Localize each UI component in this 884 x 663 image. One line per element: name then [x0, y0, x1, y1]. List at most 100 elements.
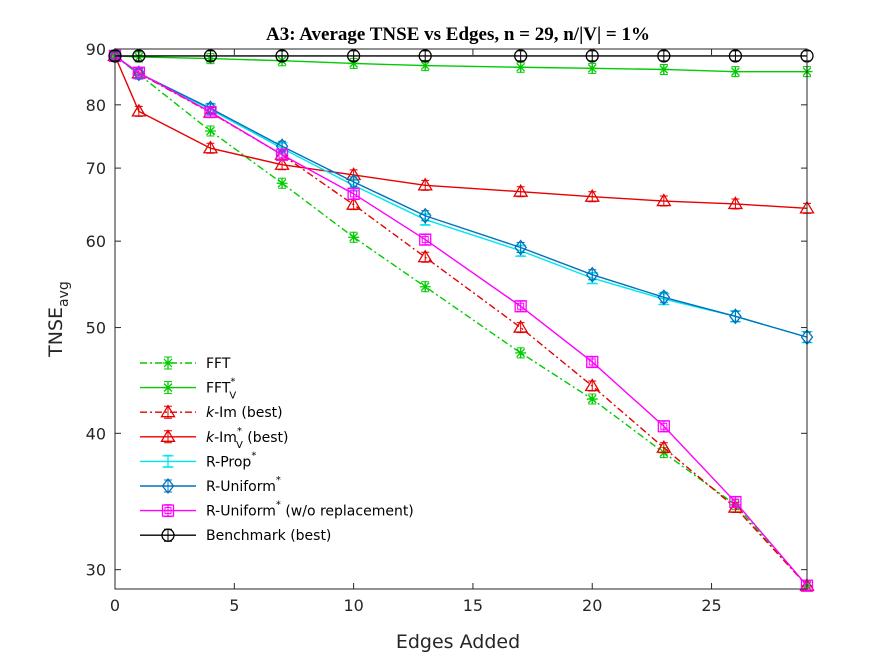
error-bar — [731, 310, 740, 322]
legend-label: FFT* V — [206, 377, 236, 402]
legend-marker — [162, 382, 174, 394]
legend-label: k-Im (best) — [206, 405, 283, 421]
legend: FFT FFT* V k-Im (best) k-Im* V (best)R-Prop* R… — [140, 356, 414, 544]
data-point — [513, 319, 529, 333]
data-point — [657, 289, 671, 306]
data-point — [418, 49, 432, 63]
data-point — [202, 140, 219, 154]
data-point-inner — [421, 236, 429, 244]
y-tick-label: 90 — [86, 40, 106, 59]
data-point — [204, 125, 216, 137]
data-point — [727, 196, 744, 210]
legend-entry-2: FFT* V — [140, 377, 236, 402]
plot-frame — [114, 48, 808, 590]
data-point — [586, 62, 598, 74]
data-point-inner — [660, 422, 668, 430]
data-point-inner — [517, 302, 525, 310]
data-point — [658, 63, 670, 75]
data-point — [514, 300, 527, 313]
x-tick-label: 10 — [343, 596, 363, 615]
y-axis-label-main: TNSE — [45, 307, 67, 358]
data-point — [417, 177, 433, 191]
data-point-inner — [135, 69, 143, 77]
legend-marker — [162, 357, 174, 369]
data-point — [657, 420, 670, 433]
legend-label: k-Im* V (best) — [206, 426, 288, 451]
y-tick-label: 30 — [86, 561, 106, 580]
data-point — [585, 266, 599, 283]
data-point — [131, 103, 147, 117]
data-point — [132, 49, 146, 63]
chart-title: A3: Average TNSE vs Edges, n = 29, n/|V|… — [266, 24, 650, 45]
data-point-inner — [206, 108, 214, 116]
x-tick-label: 25 — [701, 596, 721, 615]
data-point — [419, 281, 431, 293]
data-point — [656, 193, 672, 207]
data-point — [515, 347, 527, 359]
legend-marker — [162, 455, 174, 468]
x-tick-label: 5 — [229, 596, 239, 615]
data-point — [656, 439, 672, 453]
data-point — [729, 308, 742, 325]
data-point — [729, 66, 741, 78]
y-tick-label: 40 — [86, 424, 106, 443]
data-point — [418, 207, 432, 224]
error-bar — [659, 291, 668, 303]
legend-marker — [160, 429, 176, 442]
legend-marker — [161, 477, 175, 495]
data-point-inner — [588, 358, 596, 366]
x-tick-label: 20 — [582, 596, 602, 615]
data-point — [513, 183, 529, 197]
legend-label: R-Uniform* (w/o replacement) — [206, 500, 414, 520]
y-tick-label: 80 — [86, 96, 106, 115]
legend-entry-7: R-Uniform* (w/o replacement) — [140, 500, 414, 520]
data-point — [586, 393, 598, 405]
data-point — [728, 49, 743, 63]
data-point — [514, 239, 527, 256]
data-point — [348, 231, 360, 243]
data-point — [419, 233, 432, 246]
ticks-layer: 0 5 10 15 20 25 30 40 50 60 70 80 90 — [86, 40, 807, 615]
legend-entry-5: R-Prop* — [140, 450, 256, 470]
data-point — [274, 156, 290, 170]
legend-marker-inner — [164, 507, 172, 515]
legend-marker — [161, 504, 175, 517]
data-point — [347, 187, 360, 200]
data-point — [203, 49, 218, 63]
data-point — [419, 60, 431, 72]
data-point — [348, 57, 360, 69]
data-point — [275, 49, 289, 63]
data-point — [275, 148, 289, 161]
x-tick-label: 0 — [110, 596, 120, 615]
legend-label: Benchmark (best) — [206, 528, 331, 544]
data-point-inner — [350, 190, 358, 198]
y-tick-label: 60 — [86, 232, 106, 251]
data-point — [276, 177, 288, 189]
error-bar — [588, 269, 597, 281]
y-axis-label: TNSEavg — [45, 281, 72, 358]
legend-entry-1: FFT — [140, 356, 231, 372]
x-tick-label: 15 — [463, 596, 483, 615]
svg-text:TNSEavg: TNSEavg — [45, 281, 72, 358]
data-point — [345, 196, 362, 210]
error-bar — [349, 176, 358, 188]
data-point — [132, 66, 146, 79]
data-point — [584, 378, 600, 392]
data-point — [417, 249, 433, 263]
series-7 — [108, 49, 814, 592]
x-axis-label: Edges Added — [396, 631, 520, 653]
y-tick-label: 70 — [86, 159, 106, 178]
data-point-inner — [278, 151, 286, 159]
legend-label: R-Prop* — [206, 450, 256, 470]
data-point — [204, 105, 217, 119]
y-tick-label: 50 — [86, 319, 106, 338]
y-axis-label-sub: avg — [56, 281, 72, 307]
legend-marker — [161, 528, 175, 542]
legend-entry-4: k-Im* V (best) — [140, 426, 288, 451]
legend-marker — [160, 404, 176, 418]
legend-entry-6: R-Uniform* — [140, 475, 281, 495]
legend-entry-8: Benchmark (best) — [140, 528, 331, 544]
legend-label: R-Uniform* — [206, 475, 281, 495]
error-bar — [421, 210, 430, 222]
